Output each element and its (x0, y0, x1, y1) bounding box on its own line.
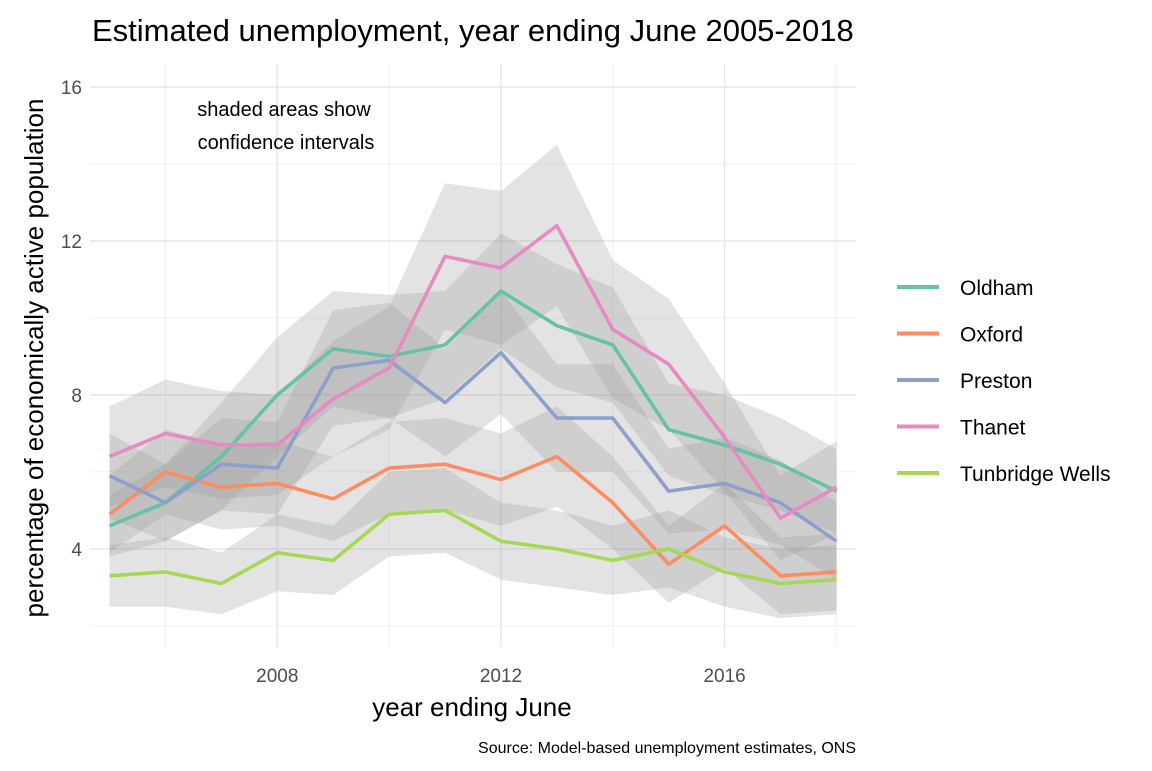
legend-label-oldham: Oldham (960, 277, 1034, 300)
y-tick-label: 16 (61, 78, 82, 99)
y-tick-label: 12 (61, 232, 82, 253)
legend: Oldham Oxford Preston Thanet Tunbridge Wells (897, 277, 1111, 486)
confidence-band-oxford (109, 406, 837, 615)
x-axis-title: year ending June (372, 692, 571, 722)
chart-title: Estimated unemployment, year ending June… (92, 13, 854, 48)
legend-label-oxford: Oxford (960, 324, 1023, 347)
series-lines (108, 223, 838, 586)
x-tick-label: 2016 (703, 666, 745, 687)
confidence-band-tunbridge-wells (109, 468, 837, 619)
confidence-bands (109, 144, 837, 619)
series-line-tunbridge-wells (109, 508, 837, 586)
y-axis-title: percentage of economically active popula… (19, 99, 49, 618)
y-tick-label: 4 (71, 540, 82, 561)
legend-label-thanet: Thanet (960, 417, 1026, 440)
x-tick-label: 2012 (480, 666, 522, 687)
annotation-line-2: confidence intervals (198, 132, 375, 154)
y-axis-ticks: 4 8 12 16 (61, 78, 83, 561)
y-tick-label: 8 (71, 386, 82, 407)
legend-label-preston: Preston (960, 370, 1032, 393)
caption: Source: Model-based unemployment estimat… (478, 740, 856, 757)
confidence-band-thanet (109, 144, 837, 561)
x-tick-label: 2008 (256, 666, 298, 687)
series-line-thanet (108, 223, 838, 520)
legend-label-tunbridge-wells: Tunbridge Wells (960, 463, 1111, 486)
annotation-line-1: shaded areas show (197, 99, 371, 121)
confidence-band-preston (109, 291, 837, 580)
series-line-preston (108, 350, 838, 543)
series-line-oxford (108, 454, 837, 578)
x-axis-ticks: 2008 2012 2016 (256, 666, 746, 687)
